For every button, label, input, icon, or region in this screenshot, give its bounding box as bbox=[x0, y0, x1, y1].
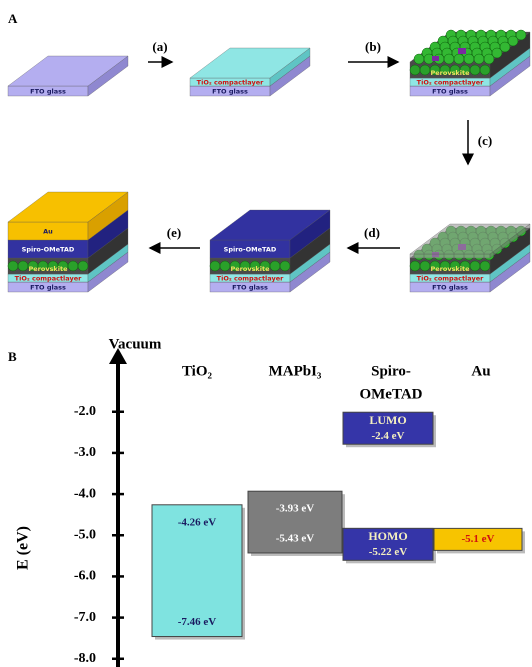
energy-label: -5.22 eV bbox=[369, 546, 408, 558]
perovskite-crystal bbox=[432, 56, 439, 61]
layer-label: Perovskite bbox=[230, 265, 270, 273]
axis-title: Vacuum bbox=[109, 336, 162, 352]
material-name: TiO₂ bbox=[182, 363, 213, 379]
step-label: (c) bbox=[478, 133, 492, 148]
nanoparticle bbox=[18, 261, 28, 271]
nanoparticle bbox=[220, 261, 230, 271]
layer-label: FTO glass bbox=[232, 284, 268, 292]
energy-label: -5.43 eV bbox=[276, 532, 315, 544]
energy-label: -3.93 eV bbox=[276, 503, 315, 515]
layer-label: FTO glass bbox=[432, 284, 468, 292]
layer-label: Perovskite bbox=[430, 69, 470, 77]
material-name: Spiro- bbox=[371, 363, 411, 379]
nanoparticle bbox=[210, 261, 220, 271]
layer-label: TiO₂ compactlayer bbox=[197, 79, 264, 87]
nanoparticle bbox=[410, 65, 420, 75]
y-tick-label: -6.0 bbox=[74, 569, 96, 584]
nanoparticle bbox=[270, 261, 280, 271]
y-tick-label: -5.0 bbox=[74, 527, 96, 542]
panel-label: B bbox=[8, 349, 17, 364]
nanoparticle bbox=[78, 261, 88, 271]
layer-label: TiO₂ compactlayer bbox=[217, 275, 284, 283]
layer-front bbox=[410, 254, 490, 258]
nanoparticle bbox=[484, 54, 494, 64]
energy-label: -5.1 eV bbox=[462, 533, 495, 545]
figure: FTO glassFTO glassTiO₂ compactlayerFTO g… bbox=[0, 0, 532, 667]
nanoparticle bbox=[480, 261, 490, 271]
page: FTO glassFTO glassTiO₂ compactlayerFTO g… bbox=[0, 0, 532, 667]
step-label: (e) bbox=[167, 225, 181, 240]
layer-label: TiO₂ compactlayer bbox=[417, 275, 484, 283]
nanoparticle bbox=[470, 65, 480, 75]
layer-label: TiO₂ compactlayer bbox=[417, 79, 484, 87]
nanoparticle bbox=[470, 261, 480, 271]
y-tick-label: -8.0 bbox=[74, 651, 96, 666]
y-tick-label: -7.0 bbox=[74, 610, 96, 625]
nanoparticle bbox=[480, 65, 490, 75]
layer-label: TiO₂ compactlayer bbox=[15, 275, 82, 283]
energy-label: -4.26 eV bbox=[178, 516, 217, 528]
nanoparticle bbox=[464, 54, 474, 64]
layer-label: FTO glass bbox=[432, 88, 468, 96]
nanoparticle bbox=[280, 261, 290, 271]
perovskite-crystal bbox=[458, 48, 466, 54]
energy-diagram: -2.0 -3.0 -4.0 -5.0 -6.0 -7.0 -8.0 TiO₂ -4.26 eV… bbox=[74, 348, 525, 667]
nanoparticle bbox=[420, 261, 430, 271]
nanoparticle bbox=[444, 54, 454, 64]
layer-label: Spiro-OMeTAD bbox=[22, 246, 75, 254]
layer-label: Spiro-OMeTAD bbox=[224, 246, 277, 254]
y-tick-label: -3.0 bbox=[74, 445, 96, 460]
layer-label: FTO glass bbox=[30, 284, 66, 292]
step-label: (a) bbox=[152, 39, 167, 54]
level-title: HOMO bbox=[368, 529, 407, 543]
energy-label: -2.4 eV bbox=[372, 430, 405, 442]
y-tick-label: -2.0 bbox=[74, 404, 96, 419]
energy-label: -7.46 eV bbox=[178, 616, 217, 628]
layer-label: Perovskite bbox=[28, 265, 68, 273]
layer-label: Perovskite bbox=[430, 265, 470, 273]
layer-label: Au bbox=[43, 228, 53, 236]
nanoparticle bbox=[474, 54, 484, 64]
level-title: LUMO bbox=[369, 413, 406, 427]
layer-label: FTO glass bbox=[30, 88, 66, 96]
material-name: OMeTAD bbox=[359, 386, 422, 402]
layer-label: FTO glass bbox=[212, 88, 248, 96]
panel-label: A bbox=[8, 11, 18, 26]
axis-label: E (eV) bbox=[15, 526, 32, 570]
y-tick-label: -4.0 bbox=[74, 486, 96, 501]
nanoparticle bbox=[414, 54, 424, 64]
step-label: (b) bbox=[365, 39, 381, 54]
material-name: MAPbI₃ bbox=[269, 363, 322, 379]
nanoparticle bbox=[454, 54, 464, 64]
step-label: (d) bbox=[364, 225, 380, 240]
nanoparticle bbox=[410, 261, 420, 271]
nanoparticle bbox=[8, 261, 18, 271]
material-name: Au bbox=[471, 363, 490, 379]
nanoparticle bbox=[420, 65, 430, 75]
nanoparticle bbox=[68, 261, 78, 271]
